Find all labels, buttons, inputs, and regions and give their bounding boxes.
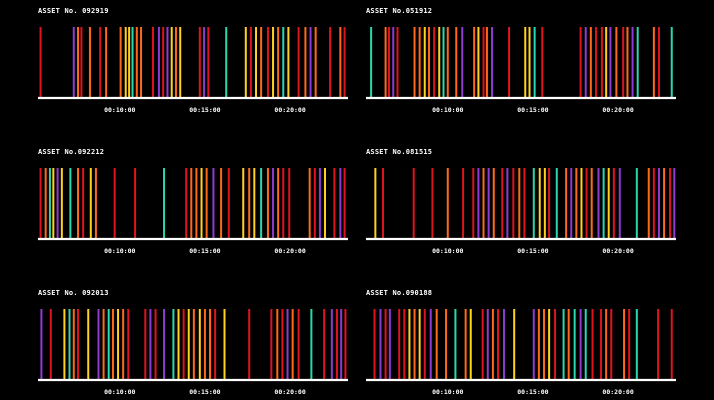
asset-panel: ASSET No.092212 00:10:00 00:15:00 00:20:00 (38, 148, 348, 258)
event-timeline-chart: 00:10:00 00:15:00 00:20:00 (366, 309, 676, 396)
asset-panel: ASSET No.090188 00:10:00 00:15:00 00:20:00 (366, 289, 676, 399)
panel-title: ASSET No. 092919 (38, 7, 109, 15)
tick-label: 00:15:00 (189, 106, 220, 114)
panel-title: ASSET No.092212 (38, 148, 105, 156)
panel-title: ASSET No. 092013 (38, 289, 109, 297)
tick-label: 00:10:00 (104, 388, 135, 396)
tick-label: 00:20:00 (274, 388, 305, 396)
tick-label: 00:20:00 (274, 247, 305, 255)
tick-label: 00:20:00 (602, 388, 633, 396)
tick-label: 00:20:00 (274, 106, 305, 114)
event-timeline-chart: 00:10:00 00:15:00 00:20:00 (366, 168, 676, 255)
asset-panel: ASSET No. 092013 00:10:00 00:15:00 00:20:0… (38, 289, 348, 399)
panel-title: ASSET No.090188 (366, 289, 433, 297)
panel-title: ASSET No.051912 (366, 7, 433, 15)
tick-label: 00:20:00 (602, 106, 633, 114)
tick-label: 00:15:00 (517, 388, 548, 396)
tick-label: 00:15:00 (517, 247, 548, 255)
tick-label: 00:15:00 (189, 247, 220, 255)
tick-label: 00:10:00 (104, 247, 135, 255)
tick-label: 00:10:00 (432, 247, 463, 255)
tick-label: 00:10:00 (432, 106, 463, 114)
tick-label: 00:15:00 (189, 388, 220, 396)
tick-label: 00:10:00 (104, 106, 135, 114)
event-timeline-chart: 00:10:00 00:15:00 00:20:00 (38, 168, 348, 255)
asset-panel: ASSET No.051912 00:10:00 00:15:00 00:20:00 (366, 7, 676, 117)
asset-panel: ASSET No.081515 00:10:00 00:15:00 00:20:00 (366, 148, 676, 258)
event-timeline-chart: 00:10:00 00:15:00 00:20:00 (366, 27, 676, 114)
tick-label: 00:10:00 (432, 388, 463, 396)
tick-label: 00:20:00 (602, 247, 633, 255)
event-timeline-chart: 00:10:00 00:15:00 00:20:00 (38, 309, 348, 396)
panel-title: ASSET No.081515 (366, 148, 433, 156)
event-timeline-chart: 00:10:00 00:15:00 00:20:00 (38, 27, 348, 114)
tick-label: 00:15:00 (517, 106, 548, 114)
asset-panel: ASSET No. 092919 00:10:00 00:15:00 00:20:0… (38, 7, 348, 117)
